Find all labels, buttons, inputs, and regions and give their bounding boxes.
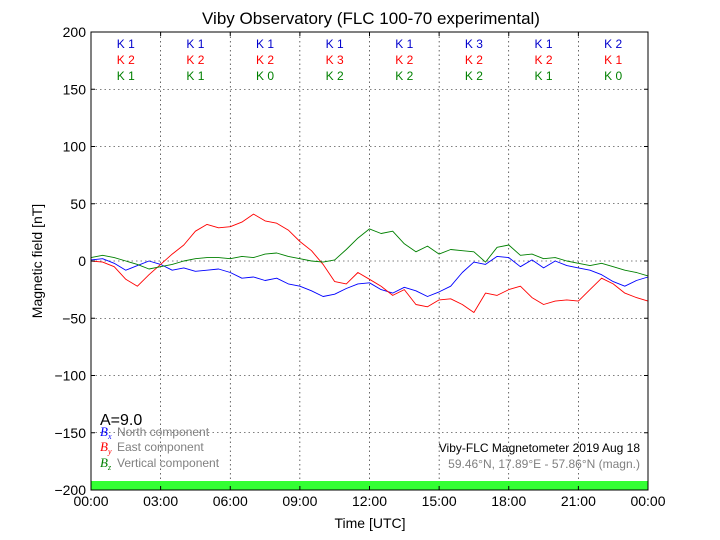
k-index-label: K 1 [117, 69, 135, 83]
svg-text:Bz: Bz [100, 455, 112, 472]
k-index-label: K 2 [395, 53, 413, 67]
k-index-label: K 1 [604, 53, 622, 67]
activity-bar [91, 481, 648, 490]
y-tick-label: −200 [54, 482, 86, 498]
k-index-table: K 1 K 2 K 1 K 1 K 2 K 1 K 1 K 2 K 0 K 1 K 3 K 2 K 1 K… [117, 37, 623, 83]
x-tick-label: 00:00 [73, 493, 108, 509]
x-tick-label: 09:00 [282, 493, 317, 509]
svg-text:Bx: Bx [100, 424, 112, 441]
k-index-label: K 2 [604, 37, 622, 51]
chart-title: Viby Observatory (FLC 100-70 experimenta… [202, 9, 540, 28]
k-index-label: K 1 [186, 37, 204, 51]
k-index-label: K 1 [186, 69, 204, 83]
y-tick-label: 150 [63, 81, 87, 97]
k-index-label: K 1 [535, 37, 553, 51]
k-index-label: K 2 [535, 53, 553, 67]
y-axis-label: Magnetic field [nT] [29, 204, 45, 318]
legend-north: Bx North component [100, 424, 210, 441]
y-tick-label: −150 [54, 425, 86, 441]
series-line-vertical [90, 228, 649, 277]
station-coordinates: 59.46°N, 17.89°E - 57.86°N (magn.) [448, 457, 640, 471]
k-index-label: K 2 [465, 53, 483, 67]
k-index-label: K 2 [395, 69, 413, 83]
y-tick-label: 100 [63, 139, 87, 155]
y-tick-label: 0 [78, 253, 86, 269]
axis-ticks: 00:00 03:00 06:00 09:00 12:00 15:00 18:00 21:00… [54, 24, 665, 509]
legend-vertical-subscript: z [107, 463, 112, 472]
legend-east-subscript: y [107, 447, 112, 456]
legend-vertical-symbol: B [100, 455, 108, 470]
y-tick-label: 200 [63, 24, 87, 40]
x-tick-label: 18:00 [491, 493, 526, 509]
series-lines [90, 213, 649, 313]
legend-east-label: East component [117, 440, 204, 454]
x-tick-label: 03:00 [143, 493, 178, 509]
legend-vertical-label: Vertical component [117, 456, 220, 470]
k-index-label: K 1 [117, 37, 135, 51]
y-tick-label: −50 [62, 310, 86, 326]
y-tick-label: −100 [54, 368, 86, 384]
grid-lines [91, 32, 648, 490]
legend-vertical: Bz Vertical component [100, 455, 220, 472]
x-tick-label: 00:00 [630, 493, 665, 509]
legend-north-symbol: B [100, 424, 108, 439]
legend-north-subscript: x [107, 432, 112, 441]
k-index-label: K 2 [117, 53, 135, 67]
legend-east: By East component [100, 439, 204, 456]
k-index-label: K 0 [256, 69, 274, 83]
series-line-north [90, 255, 649, 297]
x-axis-label: Time [UTC] [334, 515, 405, 531]
legend-north-label: North component [117, 425, 210, 439]
k-index-label: K 1 [535, 69, 553, 83]
svg-text:By: By [100, 439, 112, 456]
k-index-label: K 1 [395, 37, 413, 51]
station-info: Viby-FLC Magnetometer 2019 Aug 18 [439, 441, 641, 455]
a-index-label: A=9.0 [100, 412, 142, 429]
x-tick-label: 12:00 [352, 493, 387, 509]
k-index-label: K 2 [256, 53, 274, 67]
k-index-label: K 0 [604, 69, 622, 83]
x-tick-label: 15:00 [422, 493, 457, 509]
k-index-label: K 1 [326, 37, 344, 51]
series-line-east [90, 213, 649, 313]
k-index-label: K 3 [465, 37, 483, 51]
k-index-label: K 3 [326, 53, 344, 67]
k-index-label: K 2 [186, 53, 204, 67]
y-tick-label: 50 [70, 196, 86, 212]
legend-east-symbol: B [100, 439, 108, 454]
legend: Bx North component By East component Bz … [100, 424, 220, 472]
k-index-label: K 2 [465, 69, 483, 83]
k-index-label: K 1 [256, 37, 274, 51]
x-tick-label: 21:00 [561, 493, 596, 509]
x-tick-label: 06:00 [213, 493, 248, 509]
k-index-label: K 2 [326, 69, 344, 83]
